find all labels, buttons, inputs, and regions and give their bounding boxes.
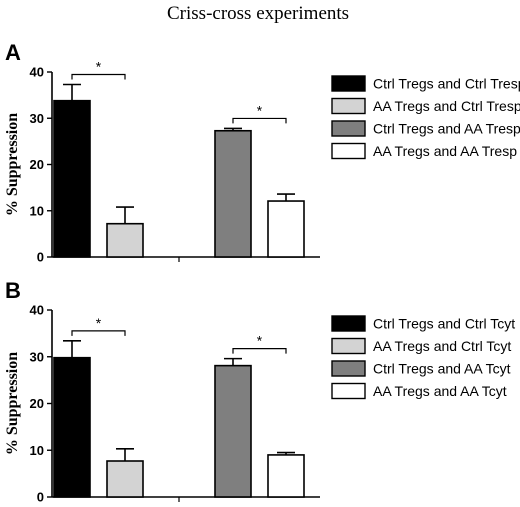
significance-star-B-2: *	[257, 333, 263, 349]
legend-label-B-4: AA Tregs and AA Tcyt	[373, 383, 507, 399]
legend-swatch-A-1	[331, 75, 366, 92]
panel-letter-B: B	[5, 278, 21, 303]
bar-A-3	[214, 129, 252, 258]
y-axis-label-A: % Suppression	[4, 113, 21, 216]
bar-B-2	[106, 460, 144, 498]
bar-B-4	[267, 454, 305, 498]
legend-swatch-B-4	[331, 382, 366, 400]
bar-B-1	[53, 356, 91, 498]
significance-bracket-B-2	[232, 348, 287, 354]
legend-swatch-B-1	[331, 315, 366, 332]
y-tick-label-A-30: 30	[30, 111, 44, 126]
panel-letter-A: A	[5, 40, 21, 65]
bar-A-2	[106, 222, 144, 258]
significance-bracket-A-2	[232, 117, 287, 124]
significance-star-B-1: *	[96, 315, 102, 331]
y-tick-label-A-10: 10	[30, 203, 44, 218]
legend-label-A-1: Ctrl Tregs and Ctrl Tresp	[373, 76, 520, 92]
y-tick-label-A-40: 40	[30, 65, 44, 80]
significance-bracket-A-1	[71, 73, 126, 80]
significance-star-A-1: *	[96, 58, 102, 74]
legend-label-B-1: Ctrl Tregs and Ctrl Tcyt	[373, 316, 515, 332]
significance-bracket-B-1	[71, 330, 126, 336]
y-axis-label-B: % Suppression	[4, 352, 21, 455]
y-tick-label-B-40: 40	[30, 303, 44, 318]
bar-A-1	[53, 99, 91, 258]
legend-label-A-4: AA Tregs and AA Tresp	[373, 143, 517, 159]
y-tick-label-B-30: 30	[30, 349, 44, 364]
y-tick-label-B-0: 0	[37, 490, 44, 505]
legend-label-B-2: AA Tregs and Ctrl Tcyt	[373, 338, 511, 354]
legend-swatch-A-4	[331, 142, 366, 160]
bar-A-4	[267, 200, 305, 258]
legend-label-A-3: Ctrl Tregs and AA Tresp	[373, 121, 520, 137]
legend-label-B-3: Ctrl Tregs and AA Tcyt	[373, 361, 511, 377]
y-tick-label-A-20: 20	[30, 157, 44, 172]
legend-swatch-A-3	[331, 120, 366, 137]
legend-swatch-B-3	[331, 360, 366, 377]
y-tick-label-B-20: 20	[30, 396, 44, 411]
significance-star-A-2: *	[257, 102, 263, 118]
legend-swatch-B-2	[331, 337, 366, 355]
figure-title: Criss-cross experiments	[167, 3, 349, 24]
y-tick-label-A-0: 0	[37, 250, 44, 265]
legend-swatch-A-2	[331, 97, 366, 115]
y-tick-label-B-10: 10	[30, 443, 44, 458]
legend-label-A-2: AA Tregs and Ctrl Tresp	[373, 98, 520, 114]
bar-B-3	[214, 364, 252, 498]
